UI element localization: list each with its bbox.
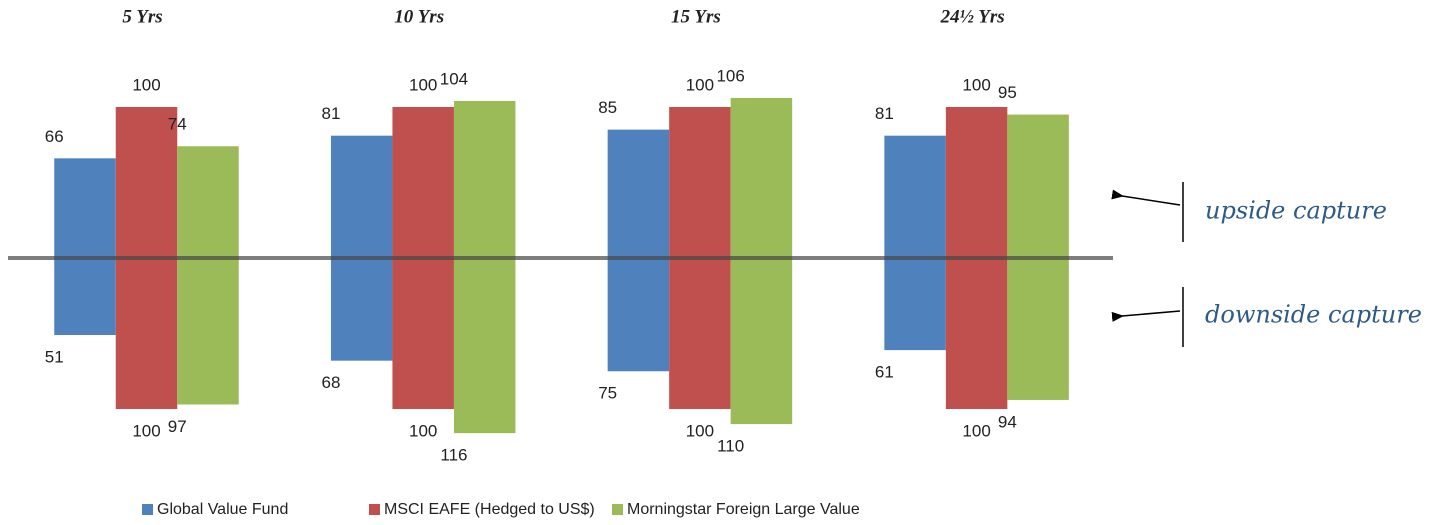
bars: [54, 97, 1069, 434]
bar-downside: [115, 258, 178, 409]
category-label: 24½ Yrs: [940, 6, 1005, 27]
value-label: 81: [321, 104, 340, 123]
bar-upside: [115, 107, 178, 258]
bar-upside: [730, 97, 793, 258]
value-label: 110: [717, 437, 744, 456]
value-label: 68: [321, 373, 340, 392]
bar-downside: [884, 258, 946, 351]
arrow: [1111, 189, 1181, 206]
value-label: 97: [168, 417, 187, 436]
legend-label: Morningstar Foreign Large Value: [627, 501, 860, 518]
value-label: 75: [598, 384, 617, 403]
value-label: 104: [440, 69, 468, 88]
value-label: 100: [409, 421, 437, 440]
legend-label: MSCI EAFE (Hedged to US$): [384, 501, 595, 518]
bar-downside: [945, 258, 1008, 409]
bar-upside: [607, 129, 670, 258]
bar-upside: [669, 107, 731, 258]
bar-downside: [1007, 258, 1069, 400]
legend-swatch: [142, 504, 153, 515]
bar-downside: [607, 258, 670, 372]
value-label: 94: [998, 412, 1017, 431]
value-label: 100: [962, 421, 990, 440]
bar-upside: [54, 158, 116, 258]
value-label: 85: [598, 98, 617, 117]
bar-upside: [945, 107, 1008, 258]
bar-downside: [669, 258, 731, 409]
bar-upside: [177, 146, 239, 258]
legend-swatch: [612, 504, 623, 515]
value-label: 116: [440, 446, 467, 465]
value-label: 81: [875, 104, 894, 123]
arrow: [1111, 310, 1181, 322]
value-label: 61: [875, 363, 894, 382]
bar-downside: [730, 258, 793, 425]
bar-upside: [1007, 114, 1069, 258]
value-label: 100: [132, 75, 160, 94]
value-label: 66: [45, 127, 64, 146]
bar-downside: [54, 258, 116, 336]
category-label: 15 Yrs: [671, 6, 721, 27]
value-label: 100: [132, 421, 160, 440]
legend-swatch: [369, 504, 380, 515]
bar-downside: [330, 258, 393, 361]
value-label: 100: [409, 75, 437, 94]
value-label: 100: [962, 75, 990, 94]
value-label: 100: [686, 75, 714, 94]
bar-downside: [453, 258, 516, 434]
bar-upside: [453, 100, 516, 259]
value-label: 100: [686, 421, 714, 440]
value-label: 106: [716, 66, 744, 85]
bar-upside: [392, 107, 454, 258]
bar-upside: [884, 135, 946, 258]
value-label: 95: [998, 83, 1017, 102]
annotation: upside capture: [1205, 197, 1387, 225]
legend: Global Value Fund MSCI EAFE (Hedged to US…: [142, 501, 860, 518]
category-label: 5 Yrs: [122, 6, 162, 27]
bar-downside: [177, 258, 239, 405]
category-label: 10 Yrs: [394, 6, 444, 27]
annotation: downside capture: [1205, 301, 1422, 329]
bar-downside: [392, 258, 454, 409]
bar-upside: [330, 135, 393, 258]
value-label: 51: [45, 347, 64, 366]
value-label: 74: [168, 115, 187, 134]
legend-label: Global Value Fund: [157, 501, 288, 518]
